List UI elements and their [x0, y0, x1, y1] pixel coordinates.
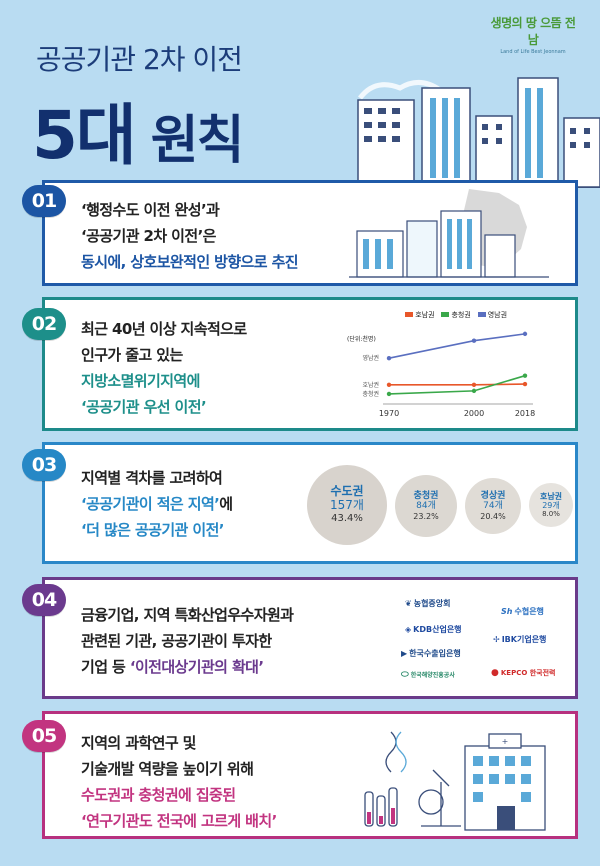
region-circle-chungcheong: 충청권 84개 23.2%	[395, 475, 457, 537]
principle-card-3: 지역별 격차를 고려하여 ‘공공기관이 적은 지역’에 ‘더 많은 공공기관 이…	[42, 442, 578, 564]
logo: 생명의 땅 으뜸 전남 Land of Life Best Jeonnam	[488, 14, 578, 55]
principle-4-text: 금융기업, 지역 특화산업우수자원과 관련된 기관, 공공기관이 투자한 기업 …	[81, 602, 294, 680]
chart-series-row-label: 호남권	[362, 381, 379, 389]
korea-map-city-illustration	[349, 189, 549, 278]
region-circle-honam: 호남권 29개 8.0%	[529, 483, 573, 527]
principle-2-highlight-1: 지방소멸위기지역에	[81, 372, 200, 390]
population-chart: 호남권 충청권 영남권 (단위:천명) 1970 2000 2018 호남권 충청권 영남…	[345, 304, 573, 426]
bank-logo-kdb: ◈ KDB산업은행	[405, 625, 462, 634]
title-number: 5대	[32, 97, 137, 174]
chart-series-line	[389, 383, 526, 386]
principle-3-highlight-1: ‘공공기관이 적은 지역’	[81, 495, 220, 513]
principle-3-highlight-2: ‘더 많은 공공기관 이전’	[81, 521, 224, 539]
bank-logo-kobc: ⬭ 한국해양진흥공사	[401, 670, 455, 680]
chart-data-point	[522, 373, 528, 378]
city-skyline-illustration	[300, 77, 600, 188]
legend-item-yeongnam: 영남권	[477, 311, 507, 319]
principle-1-line-2: ‘공공기관 2차 이전’은	[81, 227, 216, 245]
principle-4-badge: 04	[22, 584, 66, 616]
title-word: 원칙	[150, 111, 245, 171]
research-lab-illustration: +	[364, 731, 546, 831]
principle-2-line-2: 인구가 줄고 있는	[81, 346, 183, 364]
principle-card-4: 금융기업, 지역 특화산업우수자원과 관련된 기관, 공공기관이 투자한 기업 …	[42, 577, 578, 699]
chart-data-point	[522, 381, 528, 387]
chart-data-point	[471, 382, 477, 387]
principle-2-highlight-2: ‘공공기관 우선 이전’	[81, 398, 207, 416]
principle-5-line-1: 지역의 과학연구 및	[81, 734, 196, 752]
principle-1-badge: 01	[22, 185, 66, 217]
bank-logo-nonghyup: ❦ 농협중앙회	[405, 599, 451, 608]
principle-2-line-1: 최근 40년 이상 지속적으로	[81, 320, 247, 338]
principle-5-highlight-1: 수도권과 충청권에 집중된	[81, 786, 236, 804]
chart-unit-label: (단위:천명)	[347, 336, 376, 343]
principle-5-badge: 05	[22, 720, 66, 752]
principle-2-text: 최근 40년 이상 지속적으로 인구가 줄고 있는 지방소멸위기지역에 ‘공공기…	[81, 316, 247, 420]
chart-x-tick-label: 2018	[515, 409, 535, 418]
chart-x-tick-label: 1970	[379, 409, 399, 418]
chart-legend: 호남권 충청권 영남권	[405, 310, 507, 320]
principle-4-line-2: 관련된 기관, 공공기관이 투자한	[81, 632, 272, 650]
principle-4-prefix: 기업 등	[81, 658, 130, 676]
principle-2-badge: 02	[22, 308, 66, 340]
chart-series-row-label: 영남권	[362, 354, 379, 362]
principle-3-text: 지역별 격차를 고려하여 ‘공공기관이 적은 지역’에 ‘더 많은 공공기관 이…	[81, 465, 233, 543]
chart-data-point	[471, 338, 477, 343]
logo-subtext: Land of Life Best Jeonnam	[500, 49, 566, 55]
principle-5-line-2: 기술개발 역량을 높이기 위해	[81, 760, 254, 778]
legend-item-chungcheong: 충청권	[441, 311, 471, 319]
logo-text: 생명의 땅 으뜸 전남	[490, 16, 576, 47]
principle-5-highlight-2: ‘연구기관도 전국에 고르게 배치’	[81, 812, 277, 830]
principle-3-line-1: 지역별 격차를 고려하여	[81, 469, 223, 487]
chart-data-point	[386, 356, 392, 361]
bank-logo-kexim: ▶ 한국수출입은행	[401, 649, 461, 658]
page-subtitle: 공공기관 2차 이전	[36, 43, 243, 76]
principle-card-1: ‘행정수도 이전 완성’과 ‘공공기관 2차 이전’은 동시에, 상호보완적인 …	[42, 180, 578, 286]
principle-1-line-1: ‘행정수도 이전 완성’과	[81, 201, 220, 219]
svg-text:+: +	[502, 737, 509, 746]
principle-1-highlight: 동시에, 상호보완적인 방향으로 추진	[81, 253, 299, 271]
page-title: 5대 원칙	[32, 82, 245, 178]
region-circle-gyeongsang: 경상권 74개 20.4%	[465, 478, 521, 534]
bank-logo-suhyup: Sh 수협은행	[501, 607, 544, 616]
bank-logo-ibk: ✢ IBK기업은행	[493, 635, 547, 644]
chart-x-tick-label: 2000	[464, 409, 484, 418]
principle-3-badge: 03	[22, 449, 66, 481]
chart-data-point	[386, 391, 392, 397]
principle-3-suffix: 에	[219, 495, 233, 513]
legend-item-honam: 호남권	[405, 311, 435, 319]
principle-card-2: 최근 40년 이상 지속적으로 인구가 줄고 있는 지방소멸위기지역에 ‘공공기…	[42, 297, 578, 431]
principle-4-highlight: ‘이전대상기관의 확대’	[129, 658, 264, 676]
principle-card-5: 지역의 과학연구 및 기술개발 역량을 높이기 위해 수도권과 충청권에 집중된…	[42, 711, 578, 839]
chart-series-row-label: 충청권	[362, 390, 379, 398]
chart-data-point	[522, 331, 528, 337]
region-circle-sudogwon: 수도권 157개 43.4%	[307, 465, 387, 545]
principle-1-text: ‘행정수도 이전 완성’과 ‘공공기관 2차 이전’은 동시에, 상호보완적인 …	[81, 197, 299, 275]
principle-5-text: 지역의 과학연구 및 기술개발 역량을 높이기 위해 수도권과 충청권에 집중된…	[81, 730, 277, 834]
chart-series-line	[388, 333, 526, 359]
chart-data-point	[386, 382, 392, 387]
principle-4-line-1: 금융기업, 지역 특화산업우수자원과	[81, 606, 294, 624]
chart-data-point	[471, 388, 477, 394]
bank-logo-kepco: ● KEPCO 한국전력	[491, 668, 556, 678]
